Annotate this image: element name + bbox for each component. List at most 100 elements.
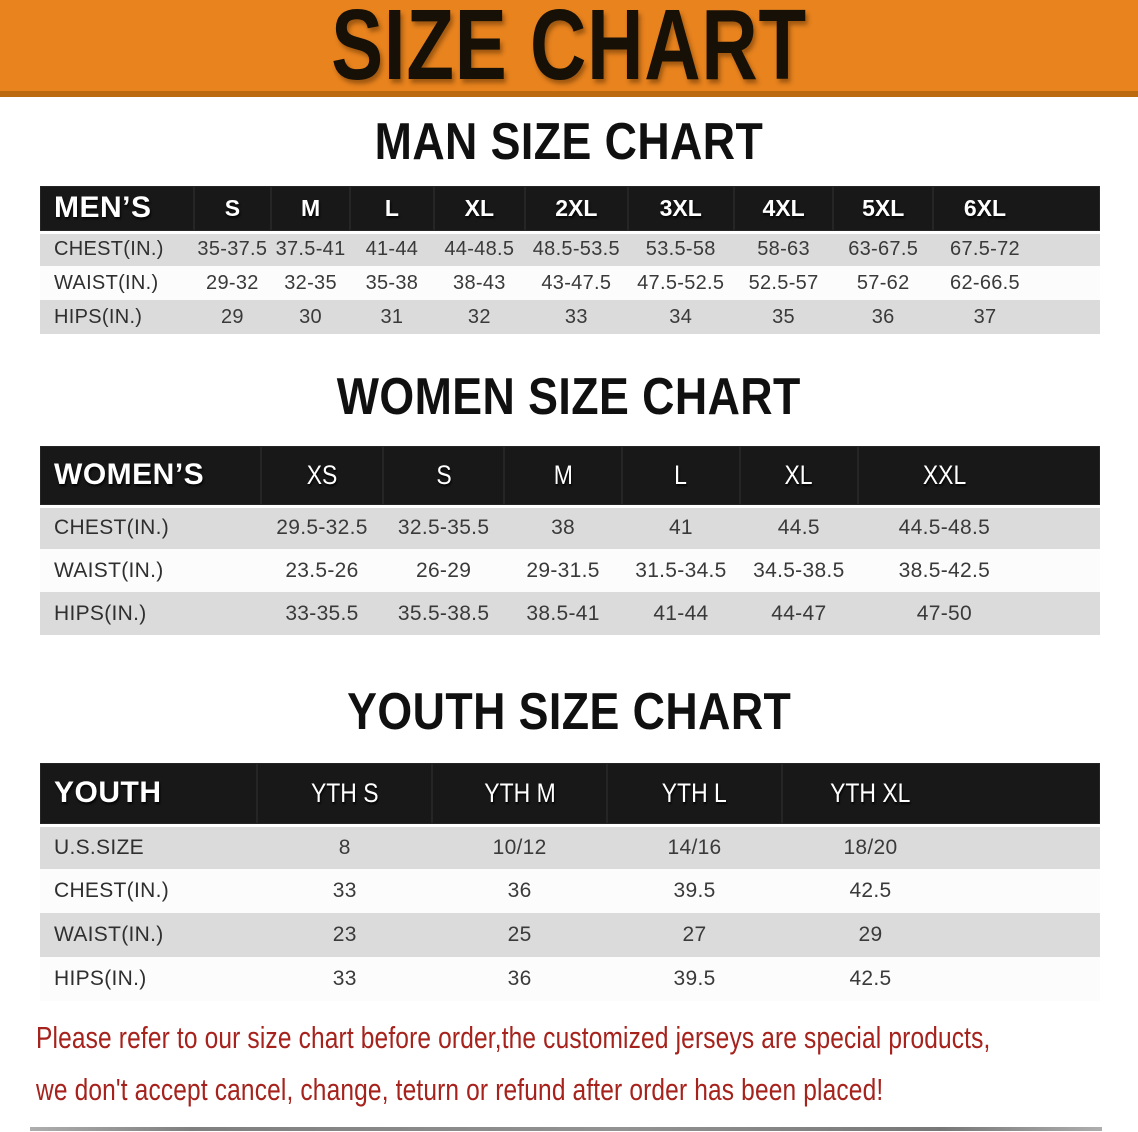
row-label: CHEST(IN.) <box>54 879 169 902</box>
measurement-row: WAIST(IN.) 23 25 27 29 <box>40 913 1100 957</box>
size-value-cell: 29-32 <box>206 271 259 294</box>
size-value-cell: 35-37.5 <box>197 238 268 261</box>
size-header-cell: XL <box>739 446 858 508</box>
row-label: HIPS(IN.) <box>54 601 147 625</box>
size-header-cell: 2XL <box>524 186 628 234</box>
measurement-row: WAIST(IN.) 29-32 32-35 35-38 38-43 43-47.5 47.… <box>40 266 1100 300</box>
table-title-label: YOUTH <box>54 776 162 810</box>
size-header-label: XXL <box>922 459 967 490</box>
size-header-cell: S <box>193 186 272 234</box>
size-value-cell: 38.5-41 <box>526 601 600 625</box>
size-header-label: M <box>300 194 321 221</box>
size-value-cell: 33 <box>332 967 357 990</box>
size-value-cell: 23 <box>332 923 357 946</box>
measurement-row: U.S.SIZE 8 10/12 14/16 18/20 <box>40 825 1100 869</box>
size-value-cell: 29 <box>858 923 883 946</box>
size-header-label: L <box>384 194 399 221</box>
header-row: WOMEN’S XS S M L XL XXL <box>40 446 1100 508</box>
size-header-label: 2XL <box>555 194 598 221</box>
size-header-cell: 6XL <box>932 186 1100 234</box>
size-value-cell: 10/12 <box>492 835 547 859</box>
women-section-heading: WOMEN SIZE CHART <box>0 371 1138 423</box>
row-label: WAIST(IN.) <box>54 271 159 294</box>
size-header-label: S <box>224 194 241 221</box>
size-header-cell: 5XL <box>833 186 933 234</box>
size-header-label: YTH S <box>310 777 379 808</box>
size-value-cell: 48.5-53.5 <box>532 238 620 261</box>
size-header-cell: YTH M <box>432 763 608 827</box>
measurement-row: CHEST(IN.) 29.5-32.5 32.5-35.5 38 41 44.5 44.5… <box>40 506 1100 549</box>
row-label: CHEST(IN.) <box>54 516 169 540</box>
size-header-cell: M <box>271 186 351 234</box>
row-label: HIPS(IN.) <box>54 305 143 328</box>
row-label: WAIST(IN.) <box>54 558 164 582</box>
size-header-label: 6XL <box>963 194 1007 221</box>
size-value-cell: 42.5 <box>849 879 892 902</box>
measurement-row: WAIST(IN.) 23.5-26 26-29 29-31.5 31.5-34.5 34… <box>40 549 1100 592</box>
size-header-label: M <box>553 459 573 490</box>
size-header-label: YTH XL <box>830 777 911 808</box>
size-value-cell: 62-66.5 <box>950 271 1020 294</box>
size-value-cell: 44-47 <box>771 601 827 625</box>
table-title-cell: WOMEN’S <box>40 446 261 508</box>
women-size-section: WOMEN SIZE CHART WOMEN’S XS S M L XL XXL CHEST(… <box>0 371 1138 635</box>
size-value-cell: 63-67.5 <box>848 238 919 261</box>
size-header-label: XS <box>306 459 338 490</box>
notice-line-1-text: Please refer to our size chart before or… <box>36 1020 991 1055</box>
size-value-cell: 39.5 <box>673 879 716 902</box>
size-value-cell: 34.5-38.5 <box>753 558 845 582</box>
size-value-cell: 14/16 <box>667 835 722 859</box>
size-value-cell: 41-44 <box>365 238 419 261</box>
bottom-edge-line <box>30 1127 1102 1131</box>
size-value-cell: 36 <box>507 967 532 990</box>
header-row: YOUTH YTH S YTH M YTH L YTH XL <box>40 763 1100 827</box>
size-value-cell: 36 <box>507 879 532 902</box>
notice-line-2: we don't accept cancel, change, teturn o… <box>36 1067 1138 1119</box>
size-value-cell: 32.5-35.5 <box>397 516 490 540</box>
row-label: CHEST(IN.) <box>54 238 164 261</box>
banner-title: SIZE CHART <box>331 0 807 101</box>
size-value-cell: 38.5-42.5 <box>898 558 991 582</box>
size-value-cell: 44.5 <box>777 516 820 540</box>
table-title-label: WOMEN’S <box>54 458 205 492</box>
size-value-cell: 44-48.5 <box>444 238 515 261</box>
size-value-cell: 29.5-32.5 <box>276 516 368 540</box>
measurement-row: HIPS(IN.) 29 30 31 32 33 34 35 36 37 <box>40 300 1100 334</box>
row-label: HIPS(IN.) <box>54 967 147 990</box>
size-value-cell: 33 <box>332 879 357 902</box>
size-header-label: 4XL <box>762 194 805 221</box>
size-header-cell: L <box>350 186 434 234</box>
table-title-label: MEN’S <box>54 191 152 225</box>
size-header-cell: XXL <box>857 446 1100 508</box>
size-value-cell: 35-38 <box>365 271 419 294</box>
size-value-cell: 31.5-34.5 <box>635 558 727 582</box>
size-value-cell: 39.5 <box>673 967 716 990</box>
size-header-label: YTH M <box>483 777 556 808</box>
size-value-cell: 42.5 <box>849 967 892 990</box>
women-heading-text: WOMEN SIZE CHART <box>337 368 801 426</box>
size-value-cell: 52.5-57 <box>748 271 819 294</box>
notice-line-1: Please refer to our size chart before or… <box>36 1015 1138 1067</box>
size-value-cell: 38 <box>551 516 576 540</box>
size-header-label: 5XL <box>862 194 905 221</box>
size-value-cell: 37 <box>973 305 997 328</box>
size-header-cell: YTH L <box>607 763 782 827</box>
size-value-cell: 33-35.5 <box>285 601 359 625</box>
size-value-cell: 35 <box>772 305 795 328</box>
size-header-cell: 4XL <box>733 186 834 234</box>
size-value-cell: 67.5-72 <box>950 238 1020 261</box>
measurement-row: CHEST(IN.) 35-37.5 37.5-41 41-44 44-48.5 48.5… <box>40 232 1100 266</box>
size-value-cell: 34 <box>669 305 693 328</box>
size-value-cell: 8 <box>338 835 351 859</box>
size-value-cell: 27 <box>682 923 707 946</box>
size-header-cell: YTH XL <box>781 763 1100 827</box>
size-value-cell: 25 <box>507 923 532 946</box>
men-section-heading: MAN SIZE CHART <box>0 116 1138 168</box>
size-value-cell: 32-35 <box>284 271 337 294</box>
size-value-cell: 29-31.5 <box>526 558 600 582</box>
size-value-cell: 26-29 <box>415 558 472 582</box>
measurement-row: CHEST(IN.) 33 36 39.5 42.5 <box>40 869 1100 913</box>
table-title-cell: MEN’S <box>40 186 194 234</box>
size-value-cell: 36 <box>871 305 895 328</box>
size-header-label: 3XL <box>659 194 702 221</box>
